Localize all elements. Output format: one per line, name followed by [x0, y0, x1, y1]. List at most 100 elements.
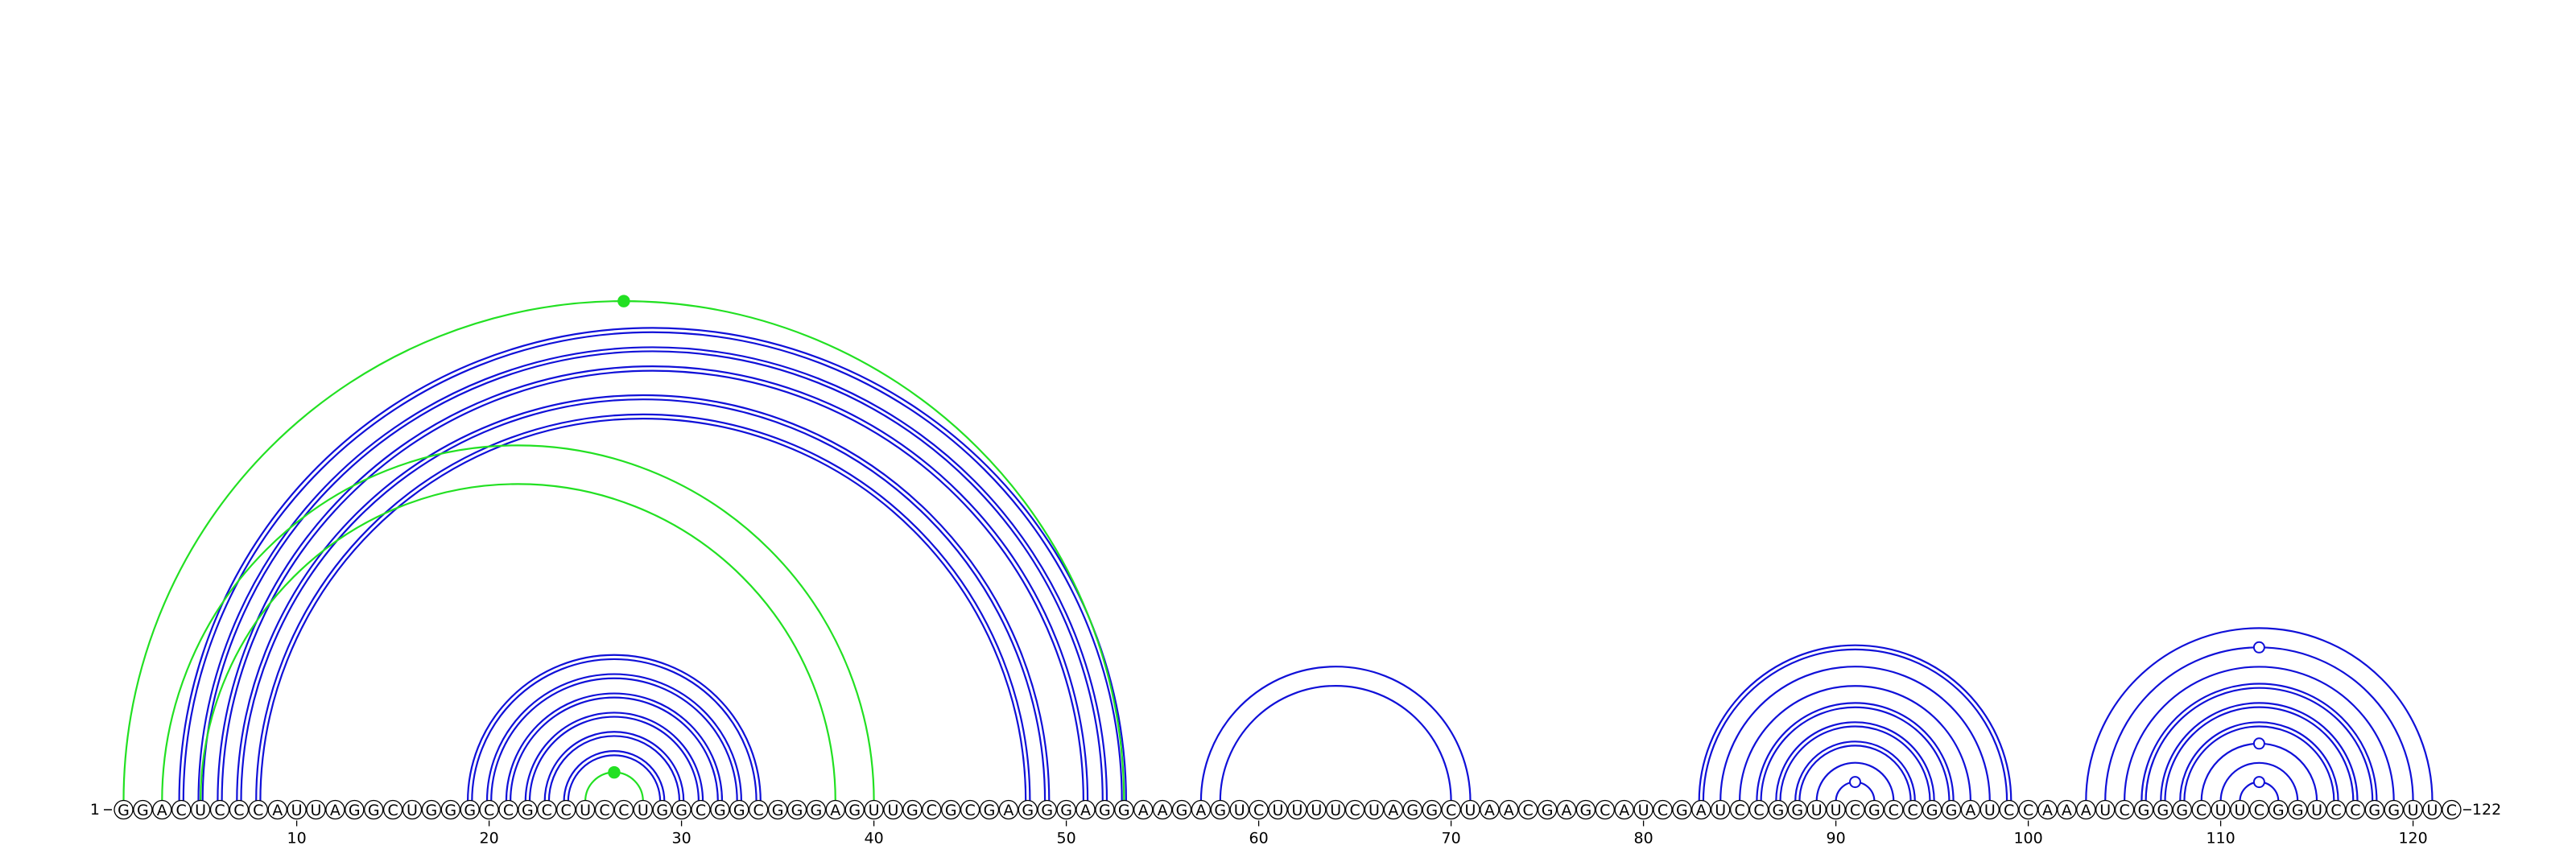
nucleotide-letter: C [1753, 802, 1764, 819]
nucleotide: G [1056, 799, 1076, 820]
base-pair-arc [1199, 666, 1472, 802]
arc-strand-outer [505, 692, 724, 802]
nucleotide-circle [883, 799, 903, 820]
base-pair-arc [563, 750, 666, 802]
nucleotide-letter: U [1638, 802, 1649, 819]
nucleotide: C [2018, 799, 2038, 820]
nucleotide: C [1344, 799, 1365, 820]
nucleotide-circle [1922, 799, 1942, 820]
arc-strand-inner [2164, 706, 2355, 802]
nucleotide-circle [2230, 799, 2250, 820]
base-pair-arc [161, 444, 875, 802]
nucleotide-letter: G [906, 802, 919, 819]
nucleotide: U [402, 799, 423, 820]
nucleotide: G [1672, 799, 1692, 820]
nucleotide-letter: G [1676, 802, 1688, 819]
arc-strand-outer [1756, 702, 1955, 802]
nucleotide-circle [421, 799, 442, 820]
nucleotide-circle [575, 799, 596, 820]
nucleotide-circle [1422, 799, 1442, 820]
nucleotide: G [2384, 799, 2404, 820]
nucleotide-circle [1095, 799, 1115, 820]
nucleotide: G [729, 799, 749, 820]
tick-label: 80 [1634, 830, 1653, 848]
nucleotide-circle [2172, 799, 2192, 820]
nucleotide: C [2345, 799, 2366, 820]
nucleotide-letter: U [2099, 802, 2111, 819]
nucleotide-letter: C [964, 802, 975, 819]
nucleotide-circle [171, 799, 192, 820]
nucleotide-circle [1499, 799, 1519, 820]
nucleotide-letter: U [1291, 802, 1302, 819]
base-pair-arc [1815, 761, 1895, 802]
nucleotide-letter: C [484, 802, 494, 819]
nucleotide-letter: C [2350, 802, 2360, 819]
nucleotide-circle [152, 799, 172, 820]
nucleotide-circle [1884, 799, 1904, 820]
nucleotide-circle [2114, 799, 2135, 820]
nucleotide-circle [1249, 799, 1269, 820]
nucleotide-letter: U [195, 802, 206, 819]
nucleotide: U [1307, 799, 1327, 820]
nucleotide: C [1249, 799, 1269, 820]
nucleotide: C [922, 799, 942, 820]
nucleotide: U [633, 799, 653, 820]
nucleotide-letter: C [1734, 802, 1744, 819]
nucleotide-letter: C [214, 802, 225, 819]
nucleotide-circle [382, 799, 403, 820]
arc-strand-outer [2179, 721, 2339, 802]
nucleotide-circle [2403, 799, 2423, 820]
base-pair-arc [1739, 685, 1971, 802]
nucleotide-letter: C [2254, 802, 2264, 819]
nucleotide: G [652, 799, 672, 820]
nucleotide: C [537, 799, 557, 820]
nucleotide: G [786, 799, 807, 820]
nucleotide-letter: A [272, 802, 283, 819]
arc-apex-marker-open [2252, 776, 2265, 789]
nucleotide: A [1556, 799, 1577, 820]
base-pair-arc [485, 673, 742, 802]
nucleotide-circle [2442, 799, 2462, 820]
nucleotide-letter: C [2004, 802, 2014, 819]
nucleotide-letter: G [426, 802, 438, 819]
nucleotide-letter: C [1523, 802, 1534, 819]
nucleotide-circle [2057, 799, 2077, 820]
nucleotide-letter: G [984, 802, 996, 819]
nucleotide-circle [1402, 799, 1422, 820]
nucleotide-letter: U [869, 802, 880, 819]
nucleotide-letter: A [1080, 802, 1091, 819]
nucleotide: G [345, 799, 365, 820]
tick: 70 [1442, 820, 1461, 848]
nucleotide-letter: U [1368, 802, 1380, 819]
base-pair-arc [1719, 666, 1991, 802]
base-pair-arc [255, 413, 1031, 802]
nucleotide: G [710, 799, 730, 820]
nucleotide-circle [1711, 799, 1731, 820]
nucleotide-letter: G [675, 802, 687, 819]
nucleotide-letter: C [599, 802, 609, 819]
arc-strand-inner [259, 418, 1027, 802]
arc-strand-outer [563, 750, 666, 802]
nucleotide-letter: G [1926, 802, 1938, 819]
nucleotide-circle [1326, 799, 1346, 820]
nucleotide-letter: C [753, 802, 764, 819]
nucleotide-letter: C [561, 802, 572, 819]
nucleotide-circle [1768, 799, 1789, 820]
nucleotide-circle [2211, 799, 2231, 820]
nucleotide: U [1326, 799, 1346, 820]
nucleotide-circle [979, 799, 1000, 820]
tick: 90 [1827, 820, 1846, 848]
nucleotide-letter: A [1965, 802, 1975, 819]
nucleotide-circle [2076, 799, 2096, 820]
arc-apex-marker-filled [608, 765, 621, 779]
nucleotide-circle [1787, 799, 1807, 820]
nucleotide-circle [2191, 799, 2211, 820]
nucleotide-letter: A [1388, 802, 1398, 819]
nucleotide: C [1518, 799, 1538, 820]
arc-markers-layer [608, 295, 2265, 789]
nucleotide-circle [2306, 799, 2327, 820]
nucleotide: U [883, 799, 903, 820]
nucleotide-circle [2326, 799, 2347, 820]
nucleotide-letter: G [1946, 802, 1958, 819]
